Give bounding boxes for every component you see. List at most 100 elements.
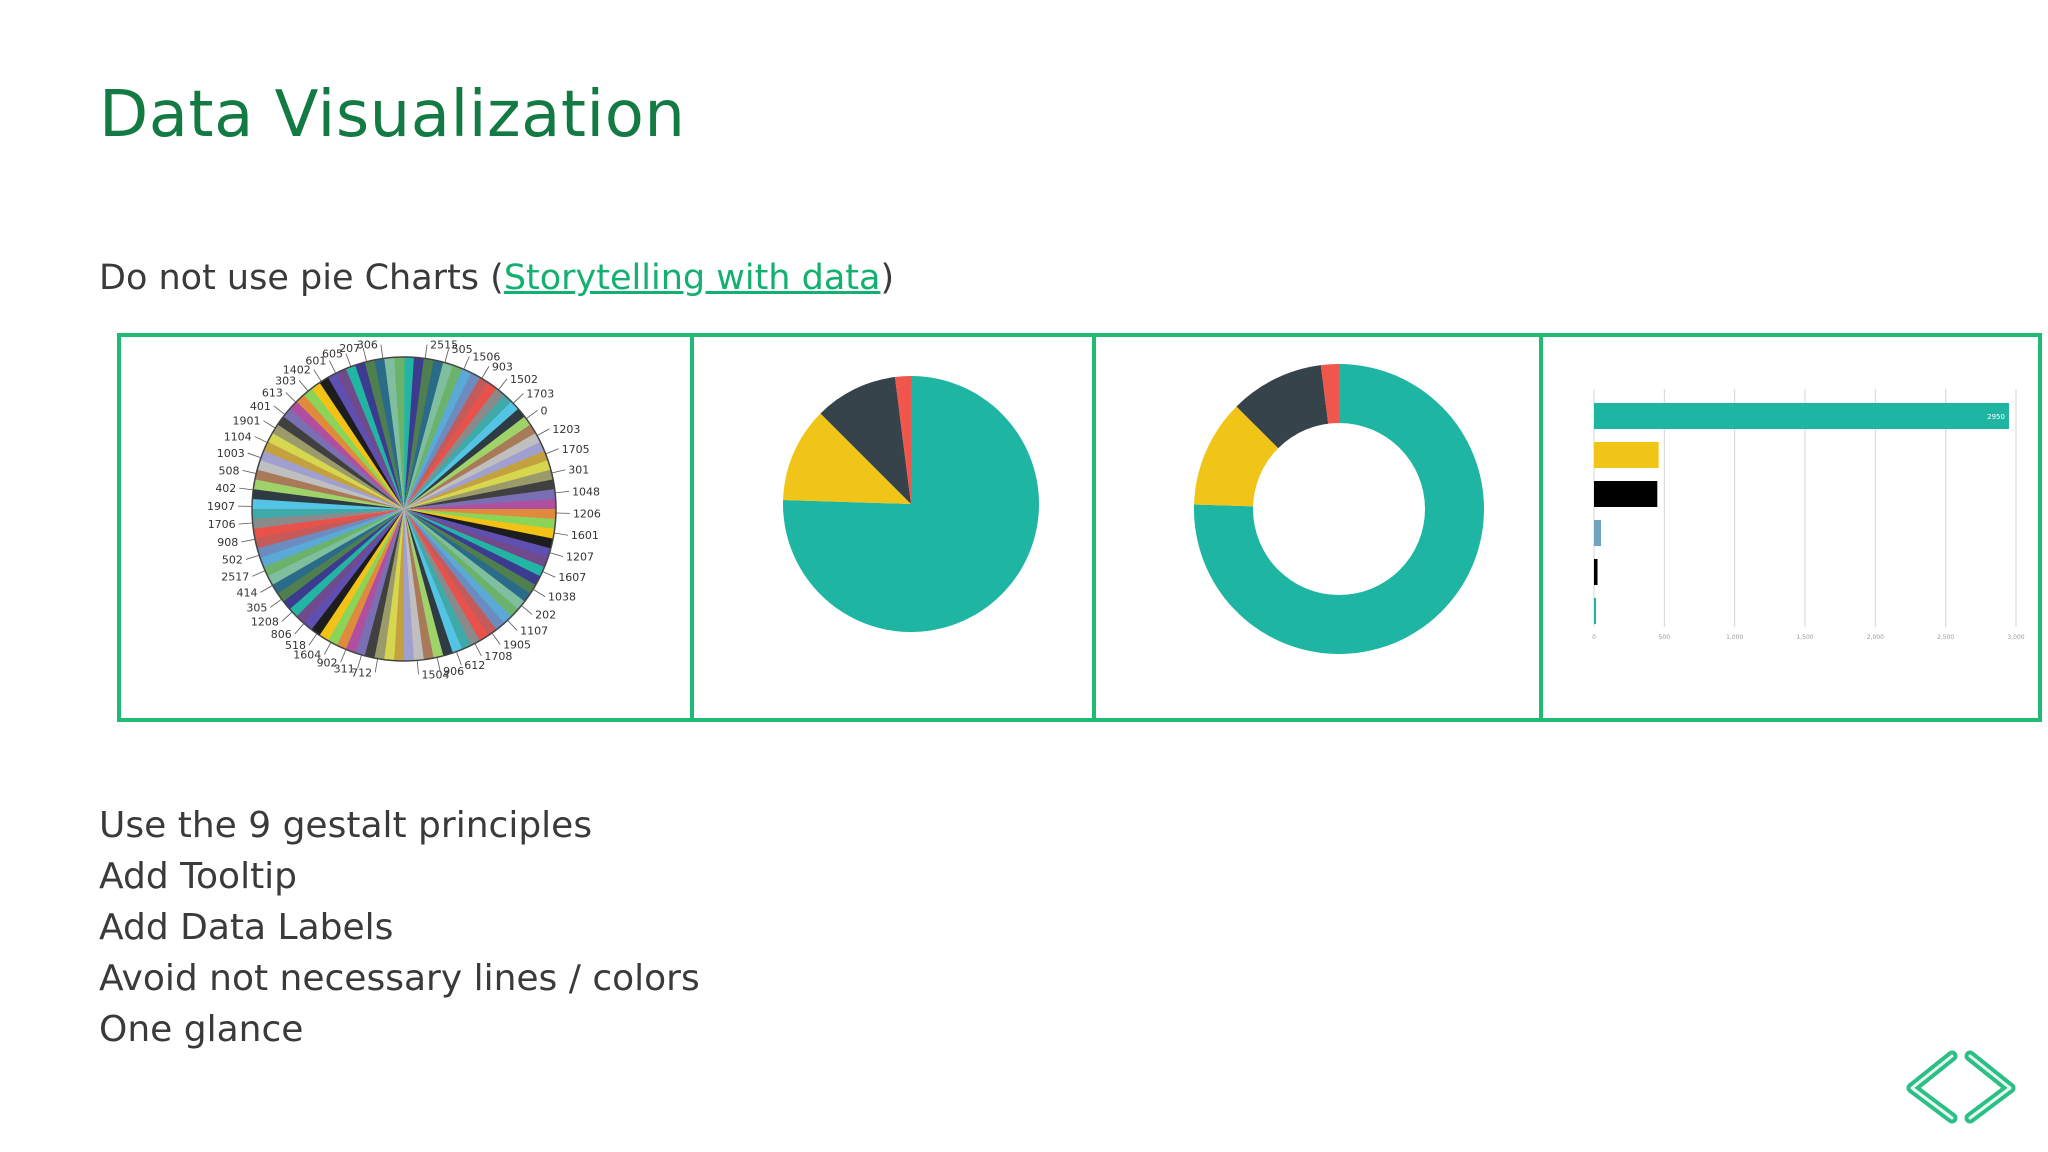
bar <box>1594 559 1598 585</box>
leader-line <box>294 623 305 635</box>
slice-label: 605 <box>322 347 343 360</box>
bar <box>1594 520 1602 546</box>
pie-slice <box>319 377 404 509</box>
pie-outline <box>251 356 557 662</box>
slice-label: 1207 <box>566 551 594 564</box>
slice-label: 402 <box>215 482 236 495</box>
slice-label: 1502 <box>510 373 538 386</box>
slide-title: Data Visualization <box>99 78 686 152</box>
bar <box>1594 442 1659 468</box>
pie-slice <box>404 388 505 509</box>
leader-line <box>526 410 538 420</box>
slice-label: 1203 <box>552 423 580 436</box>
pie-slice <box>303 509 404 630</box>
panel-many-slice-pie: 2515 505 1506 903 1502 1703 0 1203 1705 301 1048 12… <box>121 337 690 718</box>
slice-label: 0 <box>541 404 548 417</box>
pie-slice <box>267 432 404 509</box>
leader-line <box>416 660 419 675</box>
chart-comparison-strip: 2515 505 1506 903 1502 1703 0 1203 1705 301 1048 12… <box>117 333 2042 722</box>
pie-slice <box>336 368 404 509</box>
slice-label: 906 <box>443 665 464 678</box>
storytelling-link[interactable]: Storytelling with data <box>503 258 881 298</box>
leader-line <box>254 436 268 443</box>
x-tick-label: 3,000 <box>2007 634 2024 641</box>
pie-slice <box>374 358 404 509</box>
slice-label: 1705 <box>562 443 590 456</box>
list-item: One glance <box>99 1009 304 1050</box>
pie-slice <box>404 509 505 630</box>
leader-line <box>247 452 262 459</box>
pie-slice <box>404 460 551 509</box>
leader-line <box>512 393 524 404</box>
pie-slice <box>404 365 463 509</box>
pie-slice <box>783 413 911 504</box>
pie-slice <box>364 509 404 659</box>
leader-line <box>491 632 501 645</box>
pie-slice <box>404 509 525 610</box>
slice-label: 502 <box>222 553 243 566</box>
leader-line <box>542 571 556 578</box>
pie-slice <box>404 382 497 509</box>
pie-slice <box>277 509 404 602</box>
pie-slice <box>404 408 525 509</box>
leader-line <box>245 554 260 560</box>
pie-slice <box>404 509 489 641</box>
slice-label: 305 <box>246 601 267 614</box>
slice-label: 1708 <box>484 650 512 663</box>
bar <box>1594 403 2009 429</box>
leader-line <box>345 353 352 367</box>
pie-slice <box>404 394 512 509</box>
pie-slice <box>404 509 531 602</box>
slice-label: 1038 <box>548 591 576 604</box>
pie-slice <box>404 424 536 509</box>
slice-label: 1208 <box>251 615 279 628</box>
leader-line <box>252 570 266 577</box>
pie-slice <box>303 388 404 509</box>
pie-slice <box>404 372 481 509</box>
slice-label: 1107 <box>520 624 548 637</box>
pie-slice <box>404 433 541 509</box>
pie-slice <box>404 509 480 646</box>
leader-line <box>308 633 318 646</box>
leader-line <box>549 552 564 558</box>
slice-label: 2517 <box>221 570 249 583</box>
pie-slice <box>336 509 404 650</box>
pie-slice <box>254 469 404 509</box>
leader-line <box>340 649 347 663</box>
pie-slice <box>404 368 472 509</box>
pie-slice <box>345 364 404 509</box>
bar <box>1594 598 1596 624</box>
pie-slice <box>404 509 453 656</box>
slice-label: 401 <box>250 400 271 413</box>
slice-label: 806 <box>271 628 292 641</box>
donut-hole <box>1253 423 1425 595</box>
leader-line <box>444 349 450 363</box>
slice-label: 902 <box>317 656 338 669</box>
x-tick-label: 2,000 <box>1867 634 1884 641</box>
leader-line <box>436 657 441 672</box>
pie-slice <box>394 357 405 509</box>
x-tick-label: 500 <box>1659 634 1671 641</box>
pie-slice <box>404 469 554 509</box>
leader-line <box>273 405 286 415</box>
slice-label: 1506 <box>472 350 500 363</box>
x-tick-label: 1,000 <box>1726 634 1743 641</box>
pie-slice <box>328 372 404 509</box>
slice-label: 1905 <box>503 638 531 651</box>
slice-label: 1048 <box>572 485 600 498</box>
bar-chart: 0 500 1,000 1,500 2,000 2,500 3,000 2950 <box>1592 389 2025 641</box>
leader-line <box>260 585 273 593</box>
pie-slice <box>404 416 531 509</box>
slice-label: 1402 <box>283 364 311 377</box>
leader-line <box>463 356 470 370</box>
slice-label: 414 <box>236 586 257 599</box>
pie-slice <box>403 509 414 661</box>
pie-slice <box>327 509 404 646</box>
list-item: Avoid not necessary lines / colors <box>99 958 700 999</box>
pie-slice <box>263 441 404 509</box>
pie-slice <box>354 509 404 656</box>
slice-label: 601 <box>305 355 326 368</box>
slice-label: 303 <box>275 374 296 387</box>
leader-line <box>545 448 559 455</box>
pie-slice <box>404 509 519 617</box>
